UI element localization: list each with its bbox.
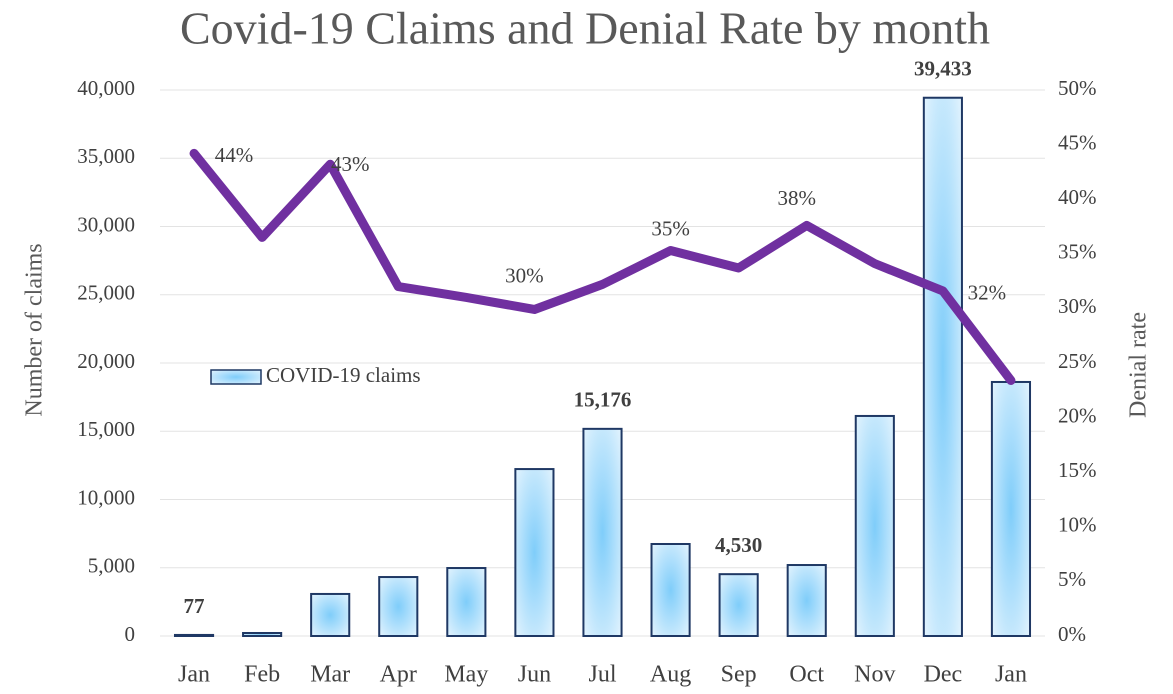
chart-title: Covid-19 Claims and Denial Rate by month bbox=[180, 3, 990, 54]
line-value-label: 43% bbox=[331, 152, 370, 176]
x-tick-label: Jan bbox=[178, 662, 210, 688]
x-tick-label: Apr bbox=[380, 662, 417, 688]
x-tick-label: Jun bbox=[518, 662, 551, 688]
x-tick-label: Jan bbox=[995, 662, 1027, 688]
y2-axis-label: Denial rate bbox=[1126, 312, 1152, 418]
bar bbox=[650, 542, 691, 638]
y2-tick-label: 0% bbox=[1058, 622, 1086, 646]
bar bbox=[854, 414, 895, 637]
y-tick-label: 25,000 bbox=[77, 281, 135, 305]
x-tick-label: Dec bbox=[924, 662, 963, 688]
bar bbox=[990, 380, 1032, 638]
y-tick-label: 20,000 bbox=[77, 349, 135, 373]
y2-tick-label: 30% bbox=[1058, 294, 1097, 318]
x-tick-label: Aug bbox=[650, 662, 691, 688]
legend-swatch bbox=[210, 369, 262, 385]
y2-tick-label: 45% bbox=[1058, 130, 1097, 154]
bar bbox=[242, 631, 283, 638]
bar bbox=[718, 573, 759, 638]
y-tick-label: 40,000 bbox=[77, 76, 135, 100]
x-tick-label: Jul bbox=[588, 662, 616, 688]
bar bbox=[446, 567, 487, 638]
bar bbox=[922, 96, 963, 637]
line-value-label: 35% bbox=[651, 216, 690, 240]
bar bbox=[310, 592, 351, 638]
y-tick-label: 0 bbox=[125, 622, 136, 646]
line-value-label: 44% bbox=[215, 143, 254, 167]
y2-tick-label: 15% bbox=[1058, 458, 1097, 482]
y-tick-label: 35,000 bbox=[77, 144, 135, 168]
legend-label: COVID-19 claims bbox=[266, 363, 421, 387]
x-tick-label: Oct bbox=[789, 662, 824, 688]
line-value-label: 30% bbox=[505, 263, 544, 287]
bar bbox=[786, 564, 827, 638]
y-tick-label: 15,000 bbox=[77, 417, 135, 441]
line-value-label: 38% bbox=[777, 186, 816, 210]
bar-value-label: 39,433 bbox=[914, 57, 972, 81]
line-series bbox=[189, 148, 1016, 385]
bar bbox=[582, 427, 623, 637]
y-axis-label: Number of claims bbox=[22, 243, 48, 416]
y2-tick-label: 20% bbox=[1058, 403, 1097, 427]
x-tick-label: May bbox=[444, 662, 488, 688]
y2-tick-label: 35% bbox=[1058, 240, 1097, 264]
bar bbox=[378, 576, 419, 637]
bar-value-label: 4,530 bbox=[715, 533, 762, 557]
x-tick-label: Sep bbox=[721, 662, 757, 688]
y-tick-label: 5,000 bbox=[88, 554, 135, 578]
x-tick-label: Nov bbox=[854, 662, 895, 688]
x-tick-label: Feb bbox=[244, 662, 280, 688]
bar-value-label: 77 bbox=[184, 594, 205, 618]
bar bbox=[173, 633, 215, 638]
y2-tick-label: 10% bbox=[1058, 513, 1097, 537]
y-tick-label: 10,000 bbox=[77, 485, 135, 509]
bar-value-label: 15,176 bbox=[574, 388, 632, 412]
x-tick-label: Mar bbox=[310, 662, 350, 688]
bar bbox=[514, 468, 555, 637]
y2-tick-label: 50% bbox=[1058, 76, 1097, 100]
y-tick-label: 30,000 bbox=[77, 212, 135, 236]
line-value-label: 32% bbox=[968, 281, 1007, 305]
y2-tick-label: 25% bbox=[1058, 349, 1097, 373]
y2-tick-label: 5% bbox=[1058, 567, 1086, 591]
y2-tick-label: 40% bbox=[1058, 185, 1097, 209]
